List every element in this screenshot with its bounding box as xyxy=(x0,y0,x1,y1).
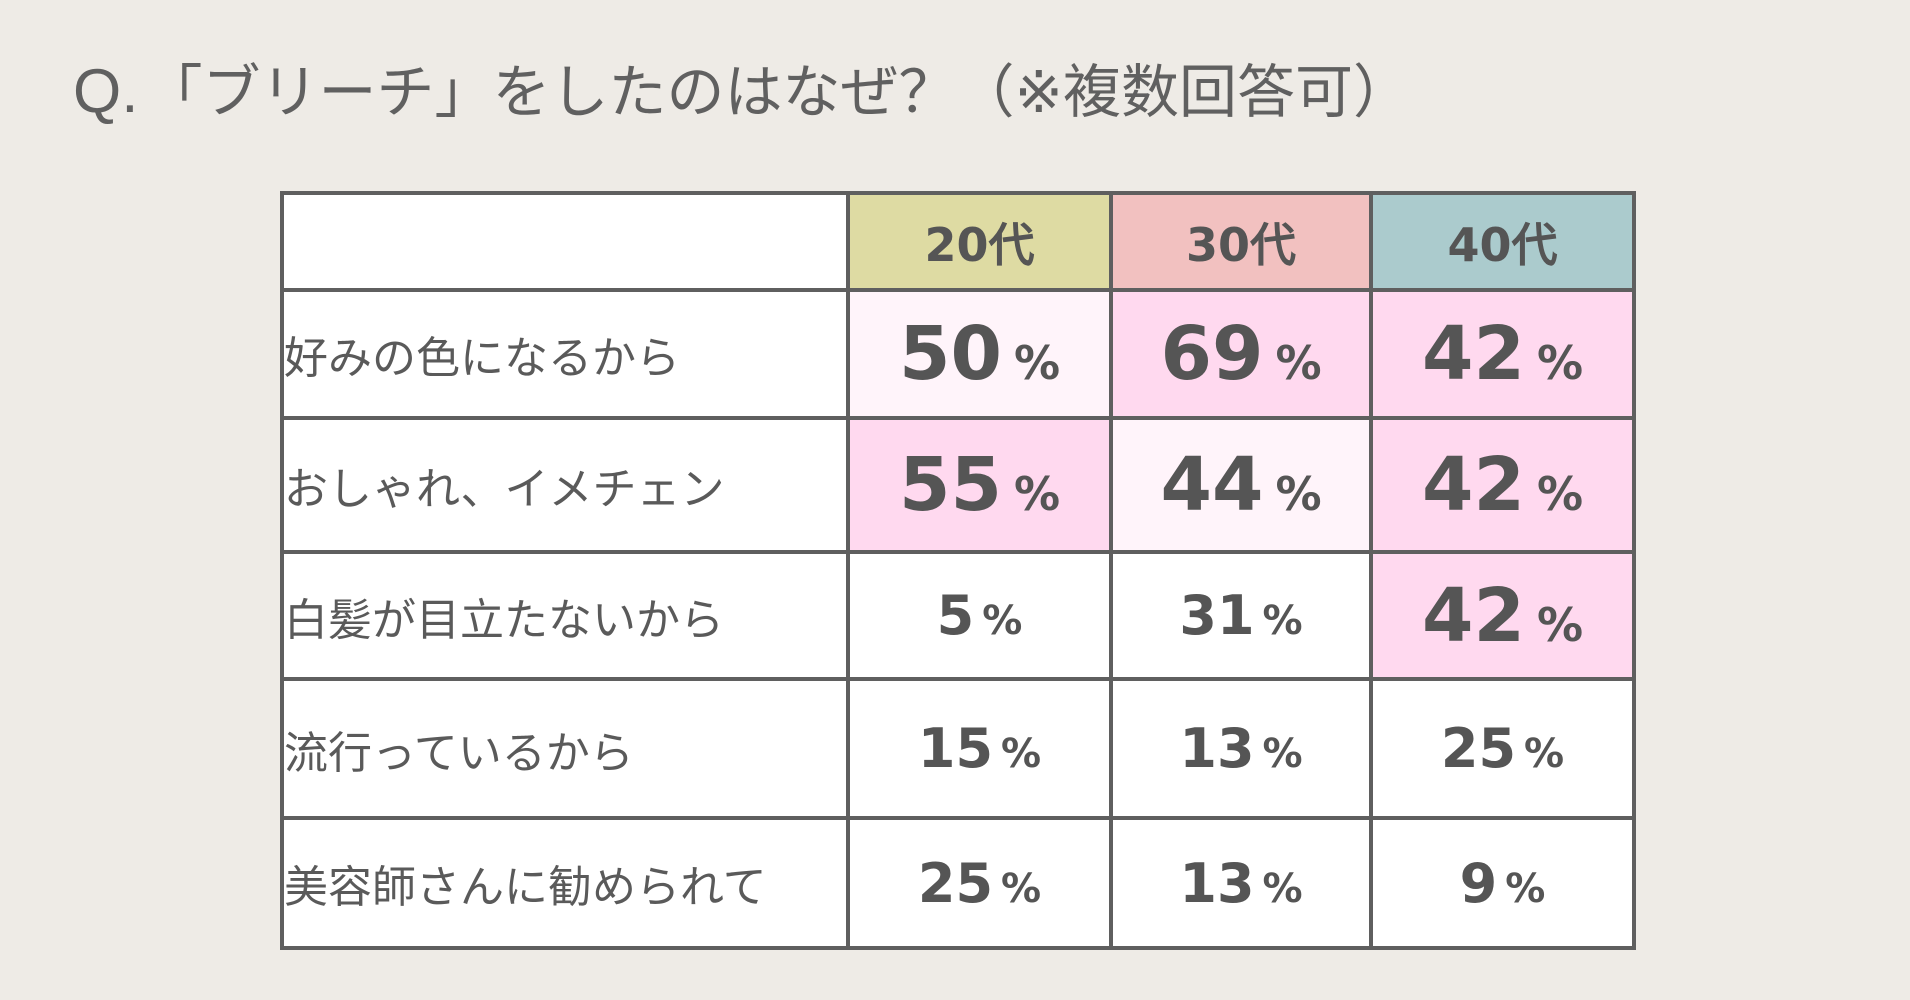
value-cell: 13% xyxy=(1109,816,1373,950)
col-header-40s: 40代 xyxy=(1369,191,1636,292)
table-row: おしゃれ、イメチェン 55% 44% 42% xyxy=(280,416,1636,554)
value-cell: 42% xyxy=(1369,288,1636,420)
col-header-20s: 20代 xyxy=(846,191,1113,292)
col-header-30s: 30代 xyxy=(1109,191,1373,292)
row-label: 好みの色になるから xyxy=(280,288,850,420)
value-cell: 31% xyxy=(1109,550,1373,681)
results-table: 20代 30代 40代 好みの色になるから 50% 69% 42% おしゃれ、イ… xyxy=(280,191,1636,950)
value-cell: 69% xyxy=(1109,288,1373,420)
percent-unit: % xyxy=(1536,597,1584,652)
percent-unit: % xyxy=(1275,467,1322,521)
value-cell: 25% xyxy=(1369,677,1636,820)
chart-title: Q. 「ブリーチ」をしたのはなぜ？（※複数回答可） xyxy=(73,52,1411,132)
percent-unit: % xyxy=(1262,731,1303,777)
row-label: 美容師さんに勧められて xyxy=(280,816,850,950)
value-number: 15 xyxy=(917,717,994,780)
table-row: 白髪が目立たないから 5% 31% 42% xyxy=(280,550,1636,681)
percent-unit: % xyxy=(1013,467,1061,521)
percent-unit: % xyxy=(1262,865,1303,912)
percent-unit: % xyxy=(1001,865,1042,912)
row-label: 白髪が目立たないから xyxy=(280,550,850,681)
value-number: 42 xyxy=(1421,311,1525,397)
row-label: おしゃれ、イメチェン xyxy=(280,416,850,554)
percent-unit: % xyxy=(1275,336,1322,390)
value-cell: 25% xyxy=(846,816,1113,950)
percent-unit: % xyxy=(1001,731,1042,777)
row-label: 流行っているから xyxy=(280,677,850,820)
corner-cell xyxy=(280,191,850,292)
value-cell: 13% xyxy=(1109,677,1373,820)
value-number: 13 xyxy=(1179,851,1255,915)
header-row: 20代 30代 40代 xyxy=(280,191,1636,292)
value-cell: 9% xyxy=(1369,816,1636,950)
value-number: 31 xyxy=(1179,584,1255,647)
value-cell: 55% xyxy=(846,416,1113,554)
value-number: 5 xyxy=(936,584,975,647)
percent-unit: % xyxy=(1524,731,1565,777)
value-number: 42 xyxy=(1421,442,1525,528)
value-cell: 44% xyxy=(1109,416,1373,554)
value-number: 9 xyxy=(1459,851,1498,915)
value-number: 25 xyxy=(1440,717,1517,780)
table-row: 流行っているから 15% 13% 25% xyxy=(280,677,1636,820)
table-row: 好みの色になるから 50% 69% 42% xyxy=(280,288,1636,420)
value-number: 44 xyxy=(1160,442,1264,528)
value-cell: 50% xyxy=(846,288,1113,420)
percent-unit: % xyxy=(1536,336,1584,390)
percent-unit: % xyxy=(1505,865,1546,912)
value-number: 13 xyxy=(1179,717,1255,780)
value-cell: 42% xyxy=(1369,416,1636,554)
percent-unit: % xyxy=(1013,336,1061,390)
question-text: 「ブリーチ」をしたのはなぜ？（※複数回答可） xyxy=(144,58,1412,126)
value-number: 50 xyxy=(898,311,1002,397)
value-number: 25 xyxy=(917,851,994,915)
percent-unit: % xyxy=(1536,467,1584,521)
percent-unit: % xyxy=(1262,598,1303,644)
value-number: 69 xyxy=(1160,311,1264,397)
value-number: 42 xyxy=(1421,572,1525,659)
percent-unit: % xyxy=(982,598,1023,644)
question-prefix: Q. xyxy=(73,57,139,126)
value-cell: 15% xyxy=(846,677,1113,820)
value-number: 55 xyxy=(898,442,1002,528)
table-row: 美容師さんに勧められて 25% 13% 9% xyxy=(280,816,1636,950)
value-cell: 42% xyxy=(1369,550,1636,681)
value-cell: 5% xyxy=(846,550,1113,681)
